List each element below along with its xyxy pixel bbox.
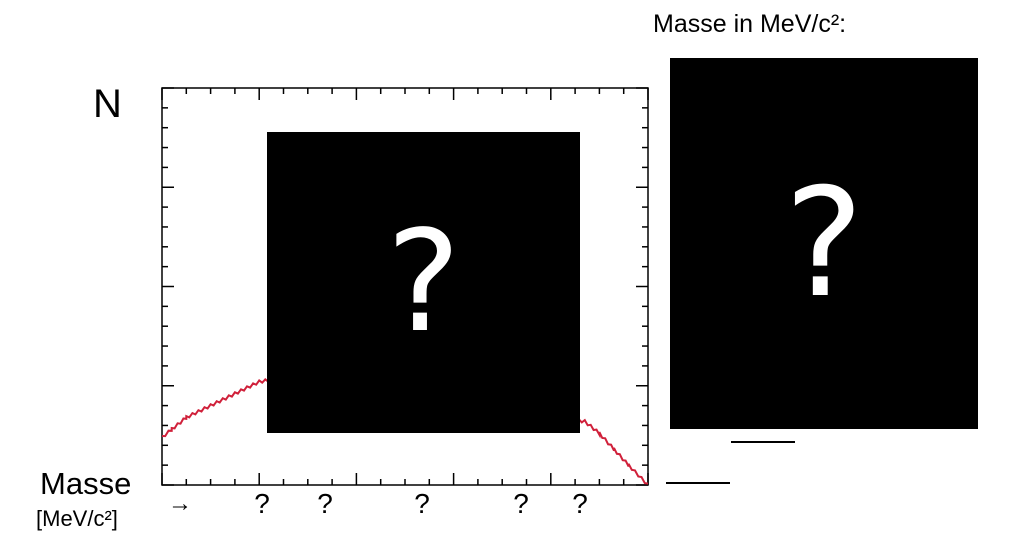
answer-title: Masse in MeV/c²: xyxy=(653,10,847,38)
answer-blank-line xyxy=(666,482,730,484)
x-tick-label: ? xyxy=(572,488,588,519)
hidden-answer-box: ? xyxy=(670,58,978,429)
hidden-plot-region: ? xyxy=(267,132,580,433)
x-axis-label: Masse xyxy=(40,466,132,501)
y-axis-label: N xyxy=(93,82,122,126)
answer-blank-line xyxy=(731,441,795,443)
plot-ticks xyxy=(161,87,649,486)
x-axis-unit: [MeV/c²] xyxy=(36,506,118,531)
question-mark: ? xyxy=(386,200,461,364)
x-tick-label: ? xyxy=(317,488,333,519)
x-tick-label: ? xyxy=(513,488,529,519)
x-tick-label: ? xyxy=(414,488,430,519)
x-axis-arrow: → xyxy=(168,490,192,517)
x-tick-label: ? xyxy=(254,488,270,519)
question-mark: ? xyxy=(784,156,864,331)
